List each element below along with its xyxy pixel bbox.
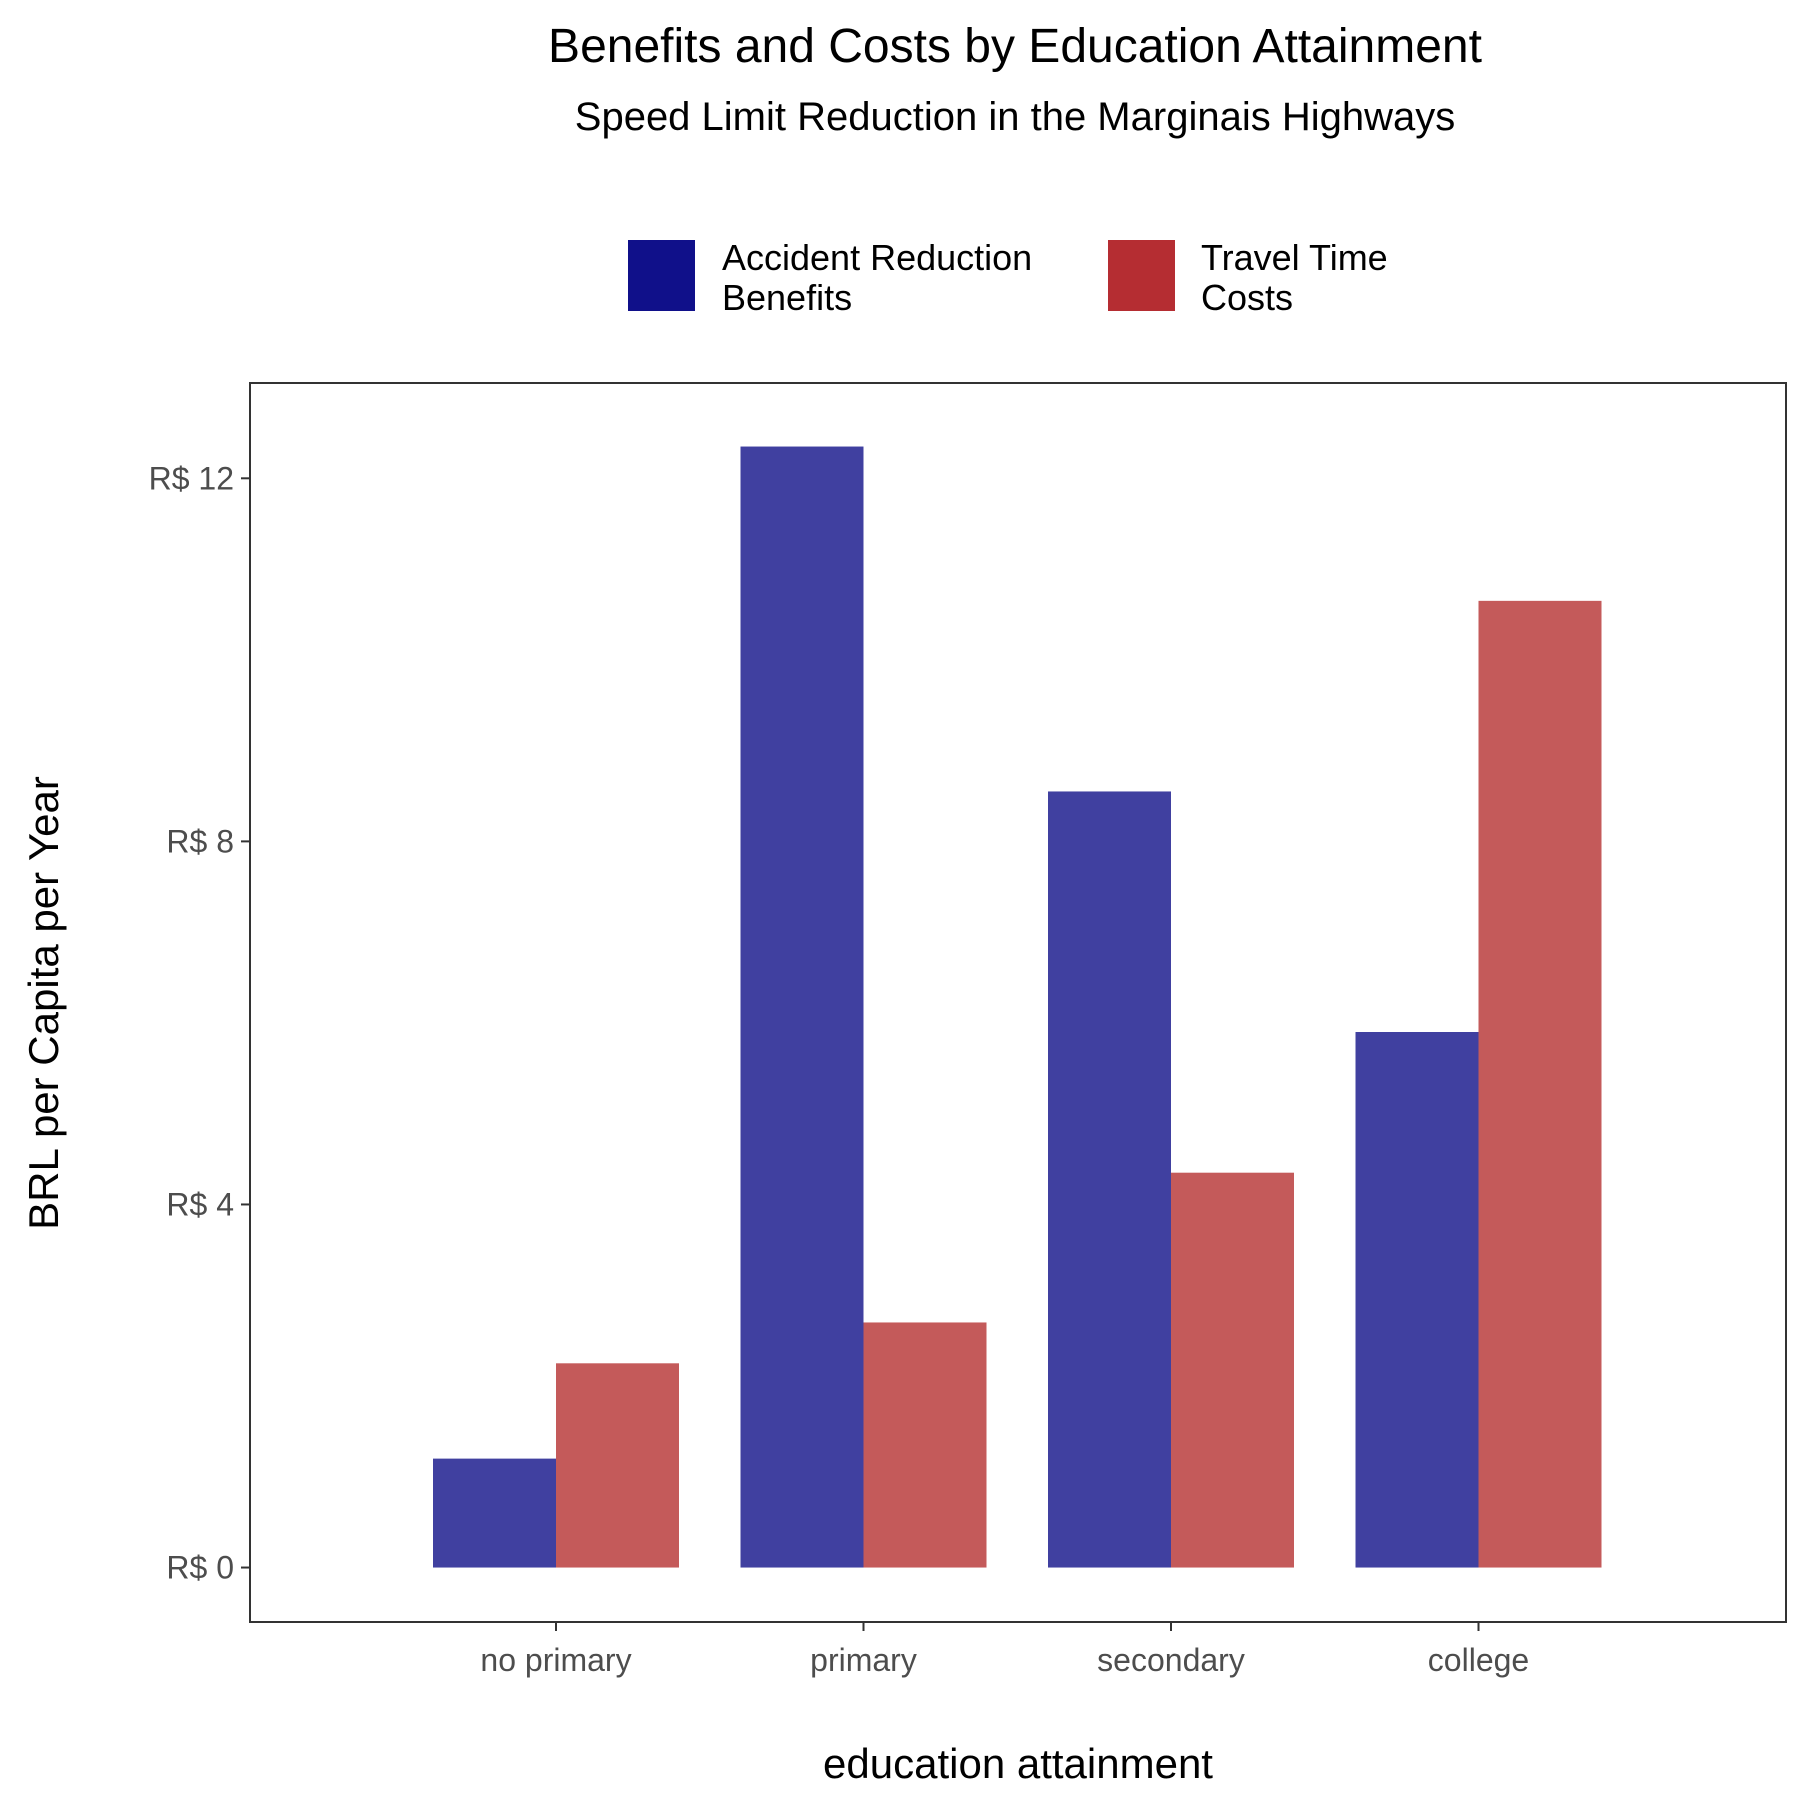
bar-secondary-accident-reduction-benefits [1048, 791, 1171, 1568]
bar-secondary-travel-time-costs [1171, 1172, 1294, 1568]
x-axis-title: education attainment [823, 1740, 1213, 1787]
chart-title: Benefits and Costs by Education Attainme… [548, 20, 1482, 73]
x-tick-label-college: college [1428, 1642, 1529, 1678]
bar-college-accident-reduction-benefits [1355, 1032, 1479, 1568]
y-tick-label: R$ 12 [149, 460, 234, 496]
bar-no-primary-travel-time-costs [556, 1363, 679, 1568]
plot-panel-border [249, 382, 1787, 1623]
legend: Accident Reduction Benefits Travel Time … [628, 237, 1388, 318]
y-axis-title: BRL per Capita per Year [20, 776, 67, 1230]
legend-key-travel-time-costs [1108, 240, 1175, 311]
bar-primary-travel-time-costs [863, 1322, 987, 1568]
y-tick-label: R$ 0 [166, 1550, 234, 1586]
bar-no-primary-accident-reduction-benefits [433, 1458, 556, 1568]
bar-primary-accident-reduction-benefits [740, 446, 864, 1568]
x-tick-label-primary: primary [810, 1642, 917, 1678]
legend-label-travel-time-costs-line-1: Travel Time [1201, 237, 1388, 278]
y-tick-label: R$ 8 [166, 823, 234, 859]
legend-key-accident-reduction-benefits [628, 240, 695, 311]
legend-label-travel-time-costs-line-2: Costs [1201, 277, 1293, 318]
bars-layer [433, 446, 1602, 1568]
chart-subtitle: Speed Limit Reduction in the Marginais H… [575, 95, 1455, 139]
legend-label-accident-reduction-benefits-line-2: Benefits [722, 277, 852, 318]
legend-label-accident-reduction-benefits-line-1: Accident Reduction [722, 237, 1032, 278]
y-tick-label: R$ 4 [166, 1186, 234, 1222]
x-axis: no primary primary secondary college [480, 1622, 1529, 1678]
x-tick-label-no-primary: no primary [480, 1642, 631, 1678]
y-axis: R$ 0 R$ 4 R$ 8 R$ 12 [149, 460, 250, 1586]
x-tick-label-secondary: secondary [1097, 1642, 1245, 1678]
bar-college-travel-time-costs [1478, 600, 1602, 1568]
